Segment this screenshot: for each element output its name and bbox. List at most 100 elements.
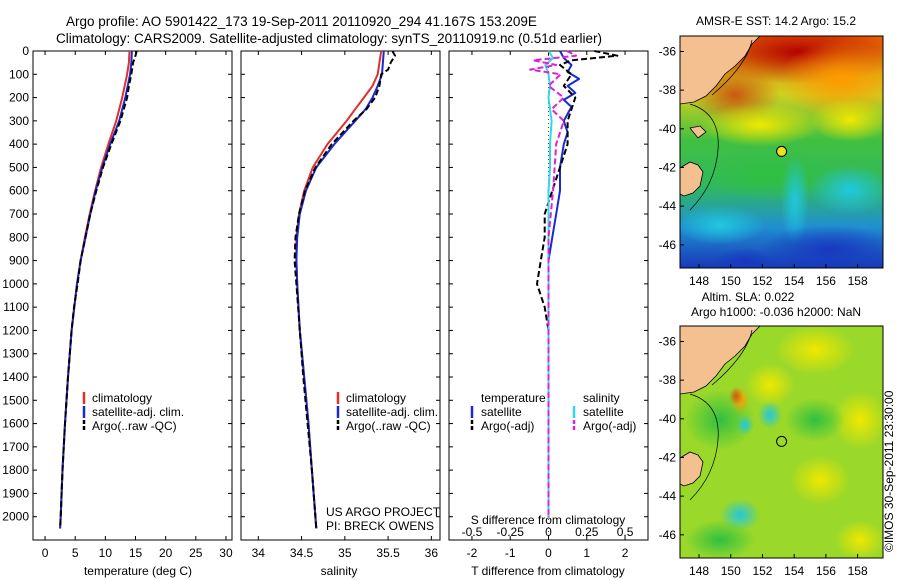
map-y-tick-label: -38 [659, 373, 677, 387]
y-tick-label: 400 [9, 137, 29, 151]
map-x-tick-label: 152 [752, 274, 772, 288]
map-x-tick-label: 150 [721, 274, 741, 288]
sla-map-axes: 148 150 152 154 156 158 -36 -38 -40 -42 -44 -46 [659, 334, 868, 578]
y-tick-label: 200 [9, 91, 29, 105]
y-tick-label: 1300 [2, 347, 29, 361]
map-y-tick-label: -40 [659, 122, 677, 136]
legend-label-t-argo: Argo(-adj) [481, 419, 534, 433]
map-x-tick-label: 156 [816, 564, 836, 578]
legend-label-climatology: climatology [346, 391, 406, 405]
y-tick-label: 1900 [2, 486, 29, 500]
map-y-tick-label: -38 [659, 83, 677, 97]
map-x-tick-label: 152 [752, 564, 772, 578]
salinity-axes [240, 50, 441, 541]
s-tick-label: -0.25 [497, 525, 525, 539]
salinity-xlabel: salinity [321, 564, 358, 578]
land-tasmania [680, 161, 704, 197]
y-tick-label: 900 [9, 254, 29, 268]
legend-label-satellite: satellite-adj. clim. [92, 405, 184, 419]
sla-map [680, 326, 883, 558]
x-tick-label: 0 [42, 546, 49, 560]
y-tick-label: 2000 [2, 510, 29, 524]
map-y-tick-label: -46 [659, 528, 677, 542]
y-tick-label: 100 [9, 67, 29, 81]
s-difference-label: S difference from climatology [471, 513, 626, 527]
map-y-tick-label: -44 [659, 489, 677, 503]
map-y-tick-label: -46 [659, 238, 677, 252]
map-x-tick-label: 148 [689, 274, 709, 288]
land-tasmania [680, 451, 704, 487]
figure-title-line2: Climatology: CARS2009. Satellite-adjuste… [56, 31, 602, 46]
map-x-tick-label: 154 [784, 564, 804, 578]
sst-map-title: AMSR-E SST: 14.2 Argo: 15.2 [696, 14, 856, 28]
y-tick-label: 1700 [2, 440, 29, 454]
map-x-tick-label: 150 [721, 564, 741, 578]
y-tick-label: 1600 [2, 417, 29, 431]
map-x-tick-label: 158 [848, 274, 868, 288]
y-tick-label: 1200 [2, 323, 29, 337]
sst-float-marker [776, 145, 788, 157]
land-mainland [680, 36, 761, 105]
s-tick-label: -0.5 [462, 525, 483, 539]
x-tick-label: -2 [467, 546, 478, 560]
legend-label-s-argo: Argo(-adj) [583, 419, 636, 433]
y-tick-label: 1000 [2, 277, 29, 291]
temperature-legend: climatology satellite-adj. clim. Argo(..… [82, 391, 184, 433]
difference-plot: -2 -1 0 1 2-0.5 -0.25 0 0.25 0.5 [449, 50, 648, 560]
legend-title-salinity: salinity [583, 391, 620, 405]
y-tick-label: 800 [9, 230, 29, 244]
difference-legend: temperature salinity satellite satellite… [470, 391, 636, 433]
x-tick-label: -1 [505, 546, 516, 560]
imos-side-label: ©IMOS 30-Sep-2011 23:30:00 [882, 390, 896, 552]
temperature-xlabel: temperature (deg C) [84, 564, 192, 578]
series-line-argo-raw-qc [59, 50, 138, 529]
sla-map-title-line1: Altim. SLA: 0.022 [702, 290, 795, 304]
difference-xlabel: T difference from climatology [471, 564, 625, 578]
x-tick-label: 15 [129, 546, 143, 560]
sla-map-title-line2: Argo h1000: -0.036 h2000: NaN [691, 305, 861, 319]
project-credit-line2: PI: BRECK OWENS [326, 519, 434, 533]
map-y-tick-label: -40 [659, 412, 677, 426]
salinity-legend: climatology satellite-adj. clim. Argo(..… [336, 391, 438, 433]
series-line-argo-raw-qc [293, 50, 396, 529]
legend-label-argo: Argo(..raw -QC) [92, 419, 177, 433]
map-x-tick-label: 148 [689, 564, 709, 578]
x-tick-label: 35 [338, 546, 352, 560]
map-x-tick-label: 158 [848, 564, 868, 578]
land-islands [689, 125, 707, 139]
x-tick-label: 34 [252, 546, 266, 560]
x-tick-label: 25 [189, 546, 203, 560]
y-tick-label: 300 [9, 114, 29, 128]
legend-label-s-satellite: satellite [583, 405, 624, 419]
legend-label-satellite: satellite-adj. clim. [346, 405, 438, 419]
sst-map [680, 36, 883, 268]
x-tick-label: 30 [219, 546, 233, 560]
series-line-s-argo-adj [529, 50, 578, 517]
x-tick-label: 20 [159, 546, 173, 560]
x-tick-label: 35.5 [376, 546, 400, 560]
s-tick-label: 0.5 [617, 525, 634, 539]
salinity-plot: 34 34.5 35 35.5 36 [241, 50, 440, 560]
x-tick-label: 34.5 [290, 546, 314, 560]
legend-label-argo: Argo(..raw -QC) [346, 419, 431, 433]
sst-map-axes: 148 150 152 154 156 158 -36 -38 -40 -42 -44 -46 [659, 44, 868, 288]
map-y-tick-label: -44 [659, 199, 677, 213]
y-tick-label: 500 [9, 160, 29, 174]
x-tick-label: 1 [583, 546, 590, 560]
x-tick-label: 2 [622, 546, 629, 560]
legend-label-climatology: climatology [92, 391, 152, 405]
x-tick-label: 36 [425, 546, 439, 560]
s-tick-label: 0.25 [575, 525, 599, 539]
y-tick-label: 1400 [2, 370, 29, 384]
temperature-plot: 0 5 10 15 20 25 300100200300400500600700800900… [2, 44, 233, 560]
legend-title-temperature: temperature [481, 391, 546, 405]
y-tick-label: 700 [9, 207, 29, 221]
y-tick-label: 0 [22, 44, 29, 58]
legend-label-t-satellite: satellite [481, 405, 522, 419]
sla-float-marker [776, 435, 788, 447]
map-x-tick-label: 156 [816, 274, 836, 288]
x-tick-label: 10 [99, 546, 113, 560]
y-tick-label: 600 [9, 184, 29, 198]
y-tick-label: 1500 [2, 393, 29, 407]
map-y-tick-label: -36 [659, 334, 677, 348]
